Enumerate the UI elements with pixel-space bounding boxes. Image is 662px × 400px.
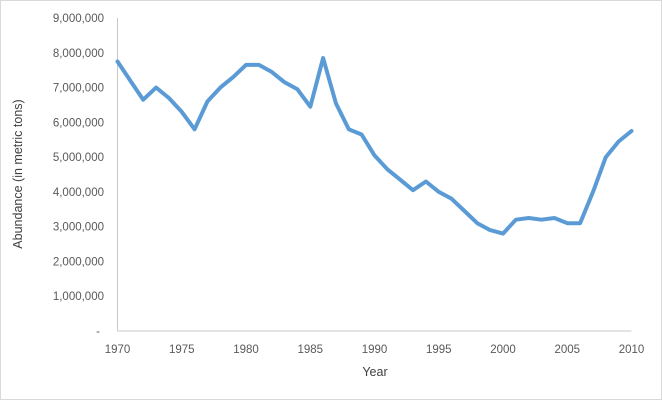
y-tick-label: 2,000,000 xyxy=(53,256,104,268)
y-axis-title: Abundance (in metric tons) xyxy=(11,99,25,248)
y-tick-label: 3,000,000 xyxy=(53,222,104,234)
y-tick-label: 5,000,000 xyxy=(53,152,104,164)
y-tick-label: 1,000,000 xyxy=(53,291,104,303)
abundance-series-line xyxy=(115,56,634,236)
x-tick-label: 1975 xyxy=(169,344,195,356)
y-tick-label: 9,000,000 xyxy=(53,13,104,25)
x-tick-label: 1990 xyxy=(362,344,388,356)
y-tick-label: - xyxy=(96,326,100,338)
x-axis-title: Year xyxy=(362,365,387,379)
x-tick-label: 2010 xyxy=(619,344,645,356)
x-tick-label: 2000 xyxy=(490,344,516,356)
x-tick-label: 2005 xyxy=(554,344,580,356)
x-tick-label: 1970 xyxy=(105,344,131,356)
x-tick-label: 1985 xyxy=(297,344,323,356)
y-tick-label: 4,000,000 xyxy=(53,187,104,199)
y-tick-label: 7,000,000 xyxy=(53,83,104,95)
x-tick-label: 1995 xyxy=(426,344,452,356)
y-tick-label: 8,000,000 xyxy=(53,48,104,60)
y-tick-label: 6,000,000 xyxy=(53,117,104,129)
x-tick-label: 1980 xyxy=(233,344,259,356)
